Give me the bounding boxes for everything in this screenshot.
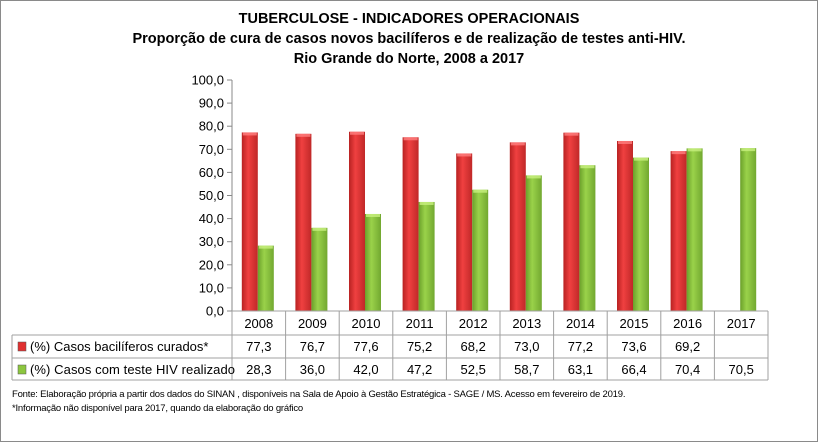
bar-highlight bbox=[296, 133, 311, 137]
bar-cured bbox=[563, 132, 580, 311]
bar-cured bbox=[241, 132, 258, 311]
y-tick-label: 70,0 bbox=[199, 142, 224, 157]
bar-highlight bbox=[580, 165, 595, 169]
bar-highlight bbox=[258, 245, 273, 249]
category-label: 2013 bbox=[512, 316, 541, 331]
y-tick-label: 0,0 bbox=[206, 304, 224, 319]
bar-cured bbox=[349, 131, 365, 311]
data-label: 77,2 bbox=[568, 339, 593, 354]
chart-subtitle-2: Rio Grande do Norte, 2008 a 2017 bbox=[293, 51, 525, 67]
data-label: 28,3 bbox=[246, 362, 271, 377]
data-label: 76,7 bbox=[300, 339, 325, 354]
bar-cured bbox=[402, 137, 419, 311]
y-tick-label: 60,0 bbox=[199, 165, 224, 180]
legend-swatch bbox=[17, 341, 27, 352]
bar-highlight bbox=[457, 153, 472, 157]
bar-highlight bbox=[618, 140, 632, 144]
chart-title: TUBERCULOSE - INDICADORES OPERACIONAIS bbox=[238, 11, 580, 27]
y-tick-label: 10,0 bbox=[199, 280, 224, 295]
footnote: *Informação não disponível para 2017, qu… bbox=[12, 403, 303, 414]
category-label: 2009 bbox=[298, 316, 327, 331]
bar-cured bbox=[295, 133, 312, 311]
bar-hiv-test bbox=[525, 175, 542, 311]
y-tick-label: 80,0 bbox=[199, 119, 224, 134]
data-label: 70,5 bbox=[729, 362, 754, 377]
data-label: 63,1 bbox=[568, 362, 593, 377]
category-label: 2010 bbox=[352, 316, 381, 331]
legend-swatch bbox=[17, 364, 27, 375]
y-tick-label: 50,0 bbox=[199, 188, 224, 203]
data-label: 68,2 bbox=[461, 339, 486, 354]
bar-highlight bbox=[741, 148, 756, 152]
bar-cured bbox=[617, 140, 633, 311]
category-label: 2012 bbox=[459, 316, 488, 331]
bar-highlight bbox=[510, 142, 525, 146]
data-label: 36,0 bbox=[300, 362, 325, 377]
category-label: 2016 bbox=[673, 316, 702, 331]
bar-highlight bbox=[350, 131, 364, 135]
data-label: 58,7 bbox=[514, 362, 539, 377]
y-tick-label: 40,0 bbox=[199, 211, 224, 226]
data-label: 77,6 bbox=[353, 339, 378, 354]
bar-hiv-test bbox=[633, 157, 649, 311]
y-tick-label: 30,0 bbox=[199, 234, 224, 249]
category-label: 2017 bbox=[727, 316, 756, 331]
data-label: 73,0 bbox=[514, 339, 539, 354]
bar-cured bbox=[509, 142, 526, 311]
bar-highlight bbox=[403, 137, 418, 141]
bar-hiv-test bbox=[365, 213, 381, 311]
data-label: 77,3 bbox=[246, 339, 271, 354]
bar-hiv-test bbox=[311, 227, 328, 311]
data-label: 69,2 bbox=[675, 339, 700, 354]
bar-highlight bbox=[312, 227, 327, 231]
category-label: 2015 bbox=[620, 316, 649, 331]
bar-highlight bbox=[687, 148, 702, 152]
data-label: 47,2 bbox=[407, 362, 432, 377]
bar-highlight bbox=[366, 213, 380, 217]
bar-hiv-test bbox=[740, 148, 757, 311]
bar-hiv-test bbox=[686, 148, 703, 311]
bar-highlight bbox=[242, 132, 257, 136]
data-label: 66,4 bbox=[621, 362, 646, 377]
y-tick-label: 100,0 bbox=[191, 73, 224, 88]
source-note: Fonte: Elaboração própria a partir dos d… bbox=[12, 389, 626, 400]
bar-highlight bbox=[634, 157, 648, 161]
data-label: 52,5 bbox=[461, 362, 486, 377]
bar-highlight bbox=[671, 151, 686, 155]
data-label: 42,0 bbox=[353, 362, 378, 377]
y-tick-label: 90,0 bbox=[199, 96, 224, 111]
bar-cured bbox=[670, 151, 687, 311]
bar-highlight bbox=[564, 132, 579, 136]
legend-label: (%) Casos bacilíferos curados* bbox=[30, 339, 208, 354]
bar-highlight bbox=[419, 201, 434, 205]
data-label: 75,2 bbox=[407, 339, 432, 354]
category-label: 2008 bbox=[244, 316, 273, 331]
legend-label: (%) Casos com teste HIV realizado bbox=[30, 362, 235, 377]
bar-hiv-test bbox=[472, 189, 489, 311]
bar-hiv-test bbox=[579, 165, 596, 311]
chart-subtitle: Proporção de cura de casos novos bacilíf… bbox=[132, 31, 686, 47]
category-label: 2011 bbox=[406, 316, 434, 331]
bar-cured bbox=[456, 153, 473, 311]
bar-hiv-test bbox=[257, 245, 274, 311]
category-label: 2014 bbox=[566, 316, 595, 331]
y-tick-label: 20,0 bbox=[199, 257, 224, 272]
bar-hiv-test bbox=[418, 201, 435, 311]
data-label: 73,6 bbox=[621, 339, 646, 354]
bar-highlight bbox=[473, 189, 488, 193]
bar-highlight bbox=[526, 175, 541, 179]
data-label: 70,4 bbox=[675, 362, 700, 377]
